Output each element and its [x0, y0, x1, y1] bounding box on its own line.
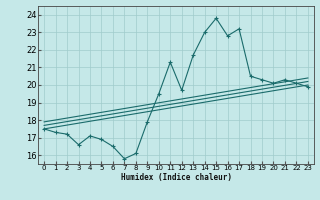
X-axis label: Humidex (Indice chaleur): Humidex (Indice chaleur): [121, 173, 231, 182]
